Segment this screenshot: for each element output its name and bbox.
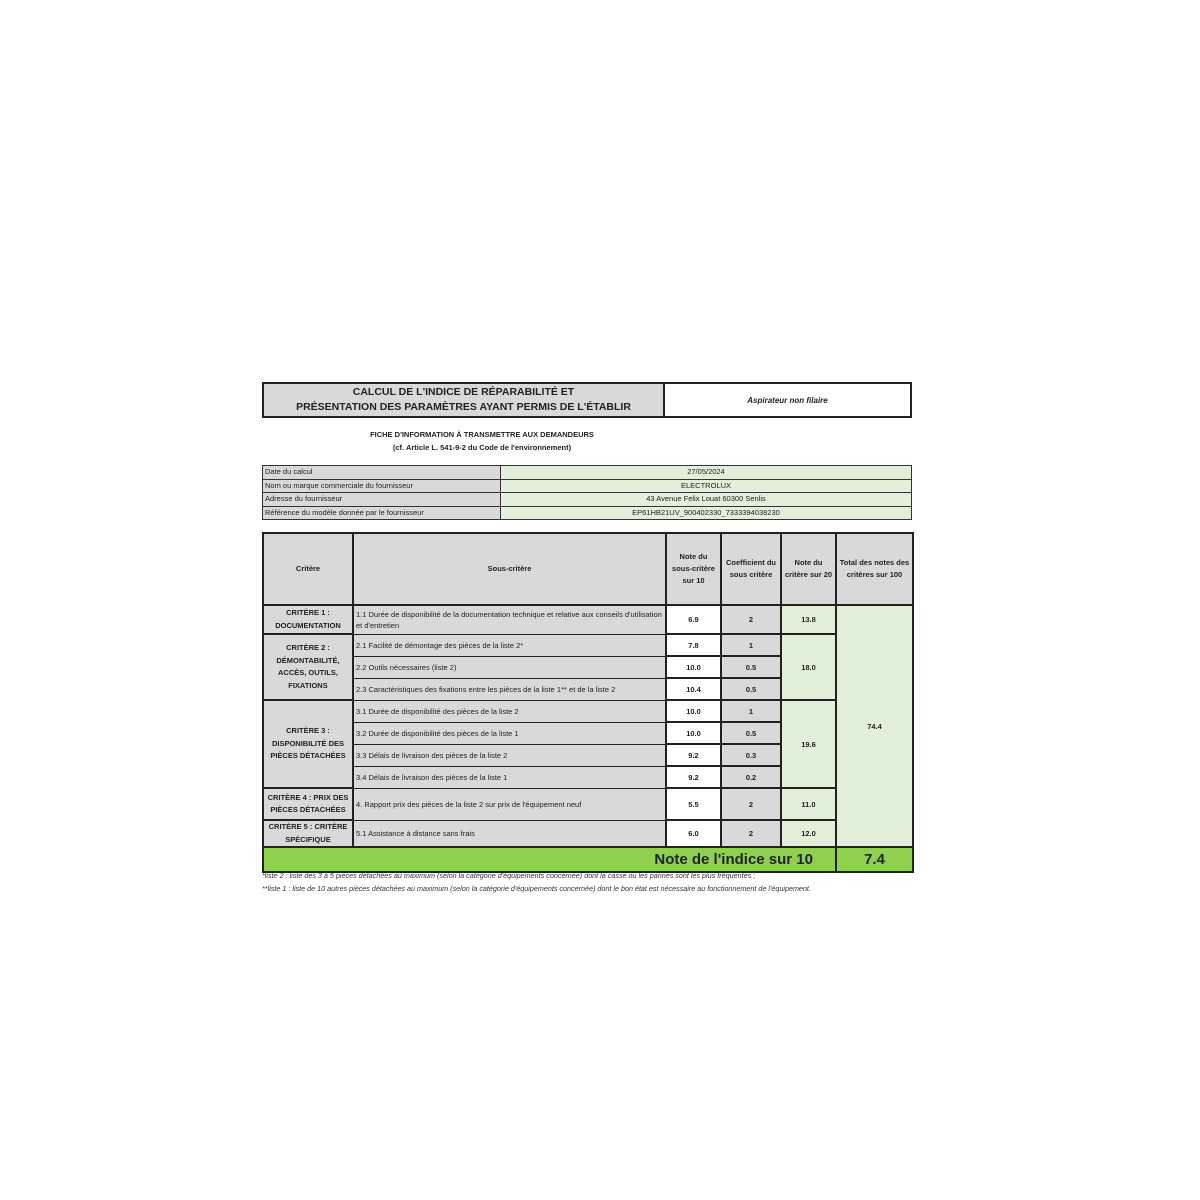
footnote-liste-2: *liste 2 : liste des 3 à 5 pièces détach… <box>262 871 756 880</box>
info-row: Date du calcul 27/05/2024 <box>262 465 912 480</box>
footnotes: *liste 2 : liste des 3 à 5 pièces détach… <box>262 870 902 895</box>
criterion-name: CRITÈRE 5 : CRITÈRE SPÉCIFIQUE <box>262 819 354 848</box>
sub-criterion-coefficient: 1 <box>720 699 782 723</box>
table-row: 2.2 Outils nécessaires (liste 2) 10.0 0.5 <box>263 655 913 679</box>
table-row: CRITÈRE 5 : CRITÈRE SPÉCIFIQUE 5.1 Assist… <box>262 819 913 848</box>
sub-criterion-score: 9.2 <box>665 765 722 789</box>
table-row: CRITÈRE 1 : DOCUMENTATION 1.1 Durée de di… <box>262 604 914 848</box>
sub-criterion-coefficient: 2 <box>720 787 782 821</box>
info-label: Date du calcul <box>262 465 501 480</box>
sub-criterion-label: 5.1 Assistance à distance sans frais <box>352 819 667 848</box>
sub-criterion-score: 10.4 <box>665 677 722 701</box>
criterion-name: CRITÈRE 3 : DISPONIBILITÉ DES PIÈCES DÉT… <box>262 699 354 789</box>
table-row: 2.3 Caractéristiques des fixations entre… <box>263 677 913 701</box>
score-table: Critère Sous-critère Note du sous-critère … <box>262 532 914 873</box>
criterion-score-20: 12.0 <box>780 819 837 848</box>
column-header: Sous-critère <box>352 532 667 606</box>
sub-criterion-score: 9.2 <box>665 743 722 767</box>
title-line-1: CALCUL DE L'INDICE DE RÉPARABILITÉ ET <box>352 386 575 398</box>
table-row: 3.3 Délais de livraison des pièces de la… <box>263 743 913 767</box>
supplier-info-table: Date du calcul 27/05/2024 Nom ou marque c… <box>262 465 912 520</box>
sub-criterion-score: 7.8 <box>665 633 722 657</box>
sub-criterion-score: 6.0 <box>665 819 722 848</box>
info-label: Référence du modèle donnée par le fourni… <box>262 505 501 520</box>
sub-criterion-label: 4. Rapport prix des pièces de la liste 2… <box>352 787 667 821</box>
column-header: Note du critère sur 20 <box>780 532 837 606</box>
table-row: CRITÈRE 3 : DISPONIBILITÉ DES PIÈCES DÉT… <box>262 699 913 789</box>
sub-criterion-score: 10.0 <box>665 721 722 745</box>
sub-criterion-score: 10.0 <box>665 655 722 679</box>
criterion-score-20: 18.0 <box>780 633 837 701</box>
sub-criterion-label: 3.1 Durée de disponibilité des pièces de… <box>352 699 667 723</box>
sub-criterion-score: 6.9 <box>665 604 722 635</box>
criterion-score-20: 13.8 <box>780 604 837 635</box>
criterion-name: CRITÈRE 2 : DÉMONTABILITÉ, ACCÈS, OUTILS… <box>262 633 354 701</box>
subtitle: FICHE D'INFORMATION À TRANSMETTRE AUX DE… <box>262 428 702 454</box>
sub-criterion-coefficient: 0.5 <box>720 721 782 745</box>
sub-criterion-score: 5.5 <box>665 787 722 821</box>
final-score-value: 7.4 <box>835 846 914 873</box>
info-label: Adresse du fournisseur <box>262 492 501 507</box>
criterion-score-20: 19.6 <box>780 699 837 789</box>
product-type: Aspirateur non filaire <box>747 395 828 405</box>
sub-criterion-label: 3.4 Délais de livraison des pièces de la… <box>352 765 667 789</box>
info-value: 43 Avenue Felix Louat 60300 Senlis <box>500 492 912 507</box>
sub-criterion-label: 3.3 Délais de livraison des pièces de la… <box>352 743 667 767</box>
sub-criterion-coefficient: 1 <box>720 633 782 657</box>
sub-criterion-label: 1.1 Durée de disponibilité de la documen… <box>352 604 667 635</box>
criterion-score-20: 11.0 <box>780 787 837 821</box>
criterion-name: CRITÈRE 4 : PRIX DES PIÈCES DÉTACHÉES <box>262 787 354 821</box>
final-score-row: Note de l'indice sur 10 7.4 <box>262 846 914 873</box>
info-value: EP61HB21UV_900402330_7333394038230 <box>500 505 912 520</box>
table-row: 3.4 Délais de livraison des pièces de la… <box>263 765 913 789</box>
info-label: Nom ou marque commerciale du fournisseur <box>262 478 501 493</box>
sub-criterion-coefficient: 2 <box>720 819 782 848</box>
sub-criterion-coefficient: 0.2 <box>720 765 782 789</box>
info-row: Référence du modèle donnée par le fourni… <box>262 505 912 520</box>
subtitle-line-1: FICHE D'INFORMATION À TRANSMETTRE AUX DE… <box>370 430 594 439</box>
table-row: CRITÈRE 2 : DÉMONTABILITÉ, ACCÈS, OUTILS… <box>262 633 913 701</box>
footnote-liste-1: **liste 1 : liste de 10 autres pièces dé… <box>262 883 811 893</box>
sub-criterion-coefficient: 0.3 <box>720 743 782 767</box>
document-title: CALCUL DE L'INDICE DE RÉPARABILITÉ ET PR… <box>264 384 665 416</box>
column-header: Total des notes des critères sur 100 <box>835 532 914 606</box>
info-value: 27/05/2024 <box>500 465 912 480</box>
total-score-100: 74.4 <box>835 604 914 848</box>
info-row: Adresse du fournisseur 43 Avenue Felix Lo… <box>262 492 912 507</box>
sub-criterion-label: 2.1 Facilité de démontage des pièces de … <box>352 633 667 657</box>
column-header: Note du sous-critère sur 10 <box>665 532 722 606</box>
sub-criterion-score: 10.0 <box>665 699 722 723</box>
title-box: CALCUL DE L'INDICE DE RÉPARABILITÉ ET PR… <box>262 382 912 418</box>
sub-criterion-coefficient: 2 <box>720 604 782 635</box>
subtitle-line-2: (cf. Article L. 541-9-2 du Code de l'env… <box>392 443 572 452</box>
column-header: Critère <box>262 532 354 606</box>
sub-criterion-label: 3.2 Durée de disponibilité des pièces de… <box>352 721 667 745</box>
sub-criterion-coefficient: 0.5 <box>720 655 782 679</box>
info-row: Nom ou marque commerciale du fournisseur… <box>262 478 912 493</box>
header-row: Critère Sous-critère Note du sous-critère … <box>262 532 914 606</box>
info-value: ELECTROLUX <box>500 478 912 493</box>
sub-criterion-label: 2.2 Outils nécessaires (liste 2) <box>352 655 667 679</box>
column-header: Coefficient du sous critère <box>720 532 782 606</box>
final-score-label: Note de l'indice sur 10 <box>262 846 837 873</box>
criterion-name: CRITÈRE 1 : DOCUMENTATION <box>262 604 354 635</box>
sub-criterion-label: 2.3 Caractéristiques des fixations entre… <box>352 677 667 701</box>
sub-criterion-coefficient: 0.5 <box>720 677 782 701</box>
table-row: CRITÈRE 4 : PRIX DES PIÈCES DÉTACHÉES 4. … <box>262 787 913 821</box>
title-line-2: PRÉSENTATION DES PARAMÈTRES AYANT PERMIS… <box>296 401 631 413</box>
